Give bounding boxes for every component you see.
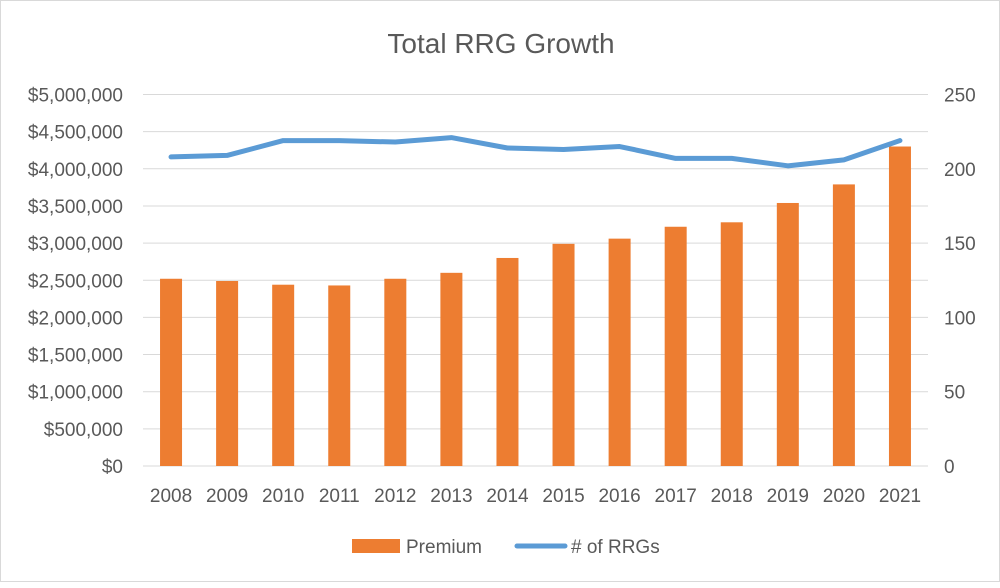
right-tick-label: 0 (944, 457, 955, 478)
left-tick-label: $3,000,000 (28, 234, 123, 255)
x-tick-label: 2013 (430, 486, 472, 507)
line-num-rrgs (171, 138, 900, 166)
x-tick-label: 2019 (767, 486, 809, 507)
right-tick-label: 50 (944, 383, 965, 404)
bar-premium-2009 (216, 281, 238, 466)
bar-premium-2021 (889, 147, 911, 466)
left-tick-label: $500,000 (44, 420, 123, 441)
x-tick-label: 2010 (262, 486, 304, 507)
bar-premium-2008 (160, 279, 182, 466)
bar-premium-2010 (272, 285, 294, 466)
legend-label-premium: Premium (406, 537, 482, 558)
legend-label-num-rrgs: # of RRGs (571, 537, 660, 558)
bar-premium-2014 (496, 258, 518, 466)
left-tick-label: $5,000,000 (28, 86, 123, 107)
bar-premium-2019 (777, 203, 799, 466)
legend-swatch-premium (352, 539, 400, 553)
left-tick-label: $1,000,000 (28, 383, 123, 404)
bar-premium-2013 (440, 273, 462, 466)
left-tick-label: $0 (102, 457, 123, 478)
x-tick-label: 2018 (711, 486, 753, 507)
right-tick-label: 150 (944, 234, 976, 255)
x-tick-label: 2020 (823, 486, 865, 507)
x-tick-label: 2008 (150, 486, 192, 507)
left-tick-label: $2,500,000 (28, 271, 123, 292)
bar-premium-2012 (384, 279, 406, 466)
x-tick-label: 2021 (879, 486, 921, 507)
x-tick-label: 2011 (319, 486, 360, 507)
x-tick-label: 2009 (206, 486, 248, 507)
right-tick-label: 100 (944, 308, 976, 329)
left-tick-label: $4,000,000 (28, 160, 123, 181)
x-tick-label: 2015 (542, 486, 584, 507)
bar-premium-2017 (665, 227, 687, 466)
x-tick-label: 2012 (374, 486, 416, 507)
left-tick-label: $3,500,000 (28, 197, 123, 218)
x-tick-label: 2014 (486, 486, 529, 507)
right-tick-label: 200 (944, 160, 976, 181)
bar-premium-2020 (833, 184, 855, 466)
x-tick-label: 2016 (598, 486, 640, 507)
x-tick-label: 2017 (655, 486, 697, 507)
bar-premium-2018 (721, 222, 743, 466)
left-tick-label: $4,500,000 (28, 123, 123, 144)
bar-premium-2011 (328, 285, 350, 466)
left-tick-label: $1,500,000 (28, 346, 123, 367)
right-tick-label: 250 (944, 86, 976, 107)
bar-premium-2015 (553, 244, 575, 466)
left-tick-label: $2,000,000 (28, 308, 123, 329)
bar-premium-2016 (609, 239, 631, 466)
chart-title: Total RRG Growth (387, 28, 614, 59)
